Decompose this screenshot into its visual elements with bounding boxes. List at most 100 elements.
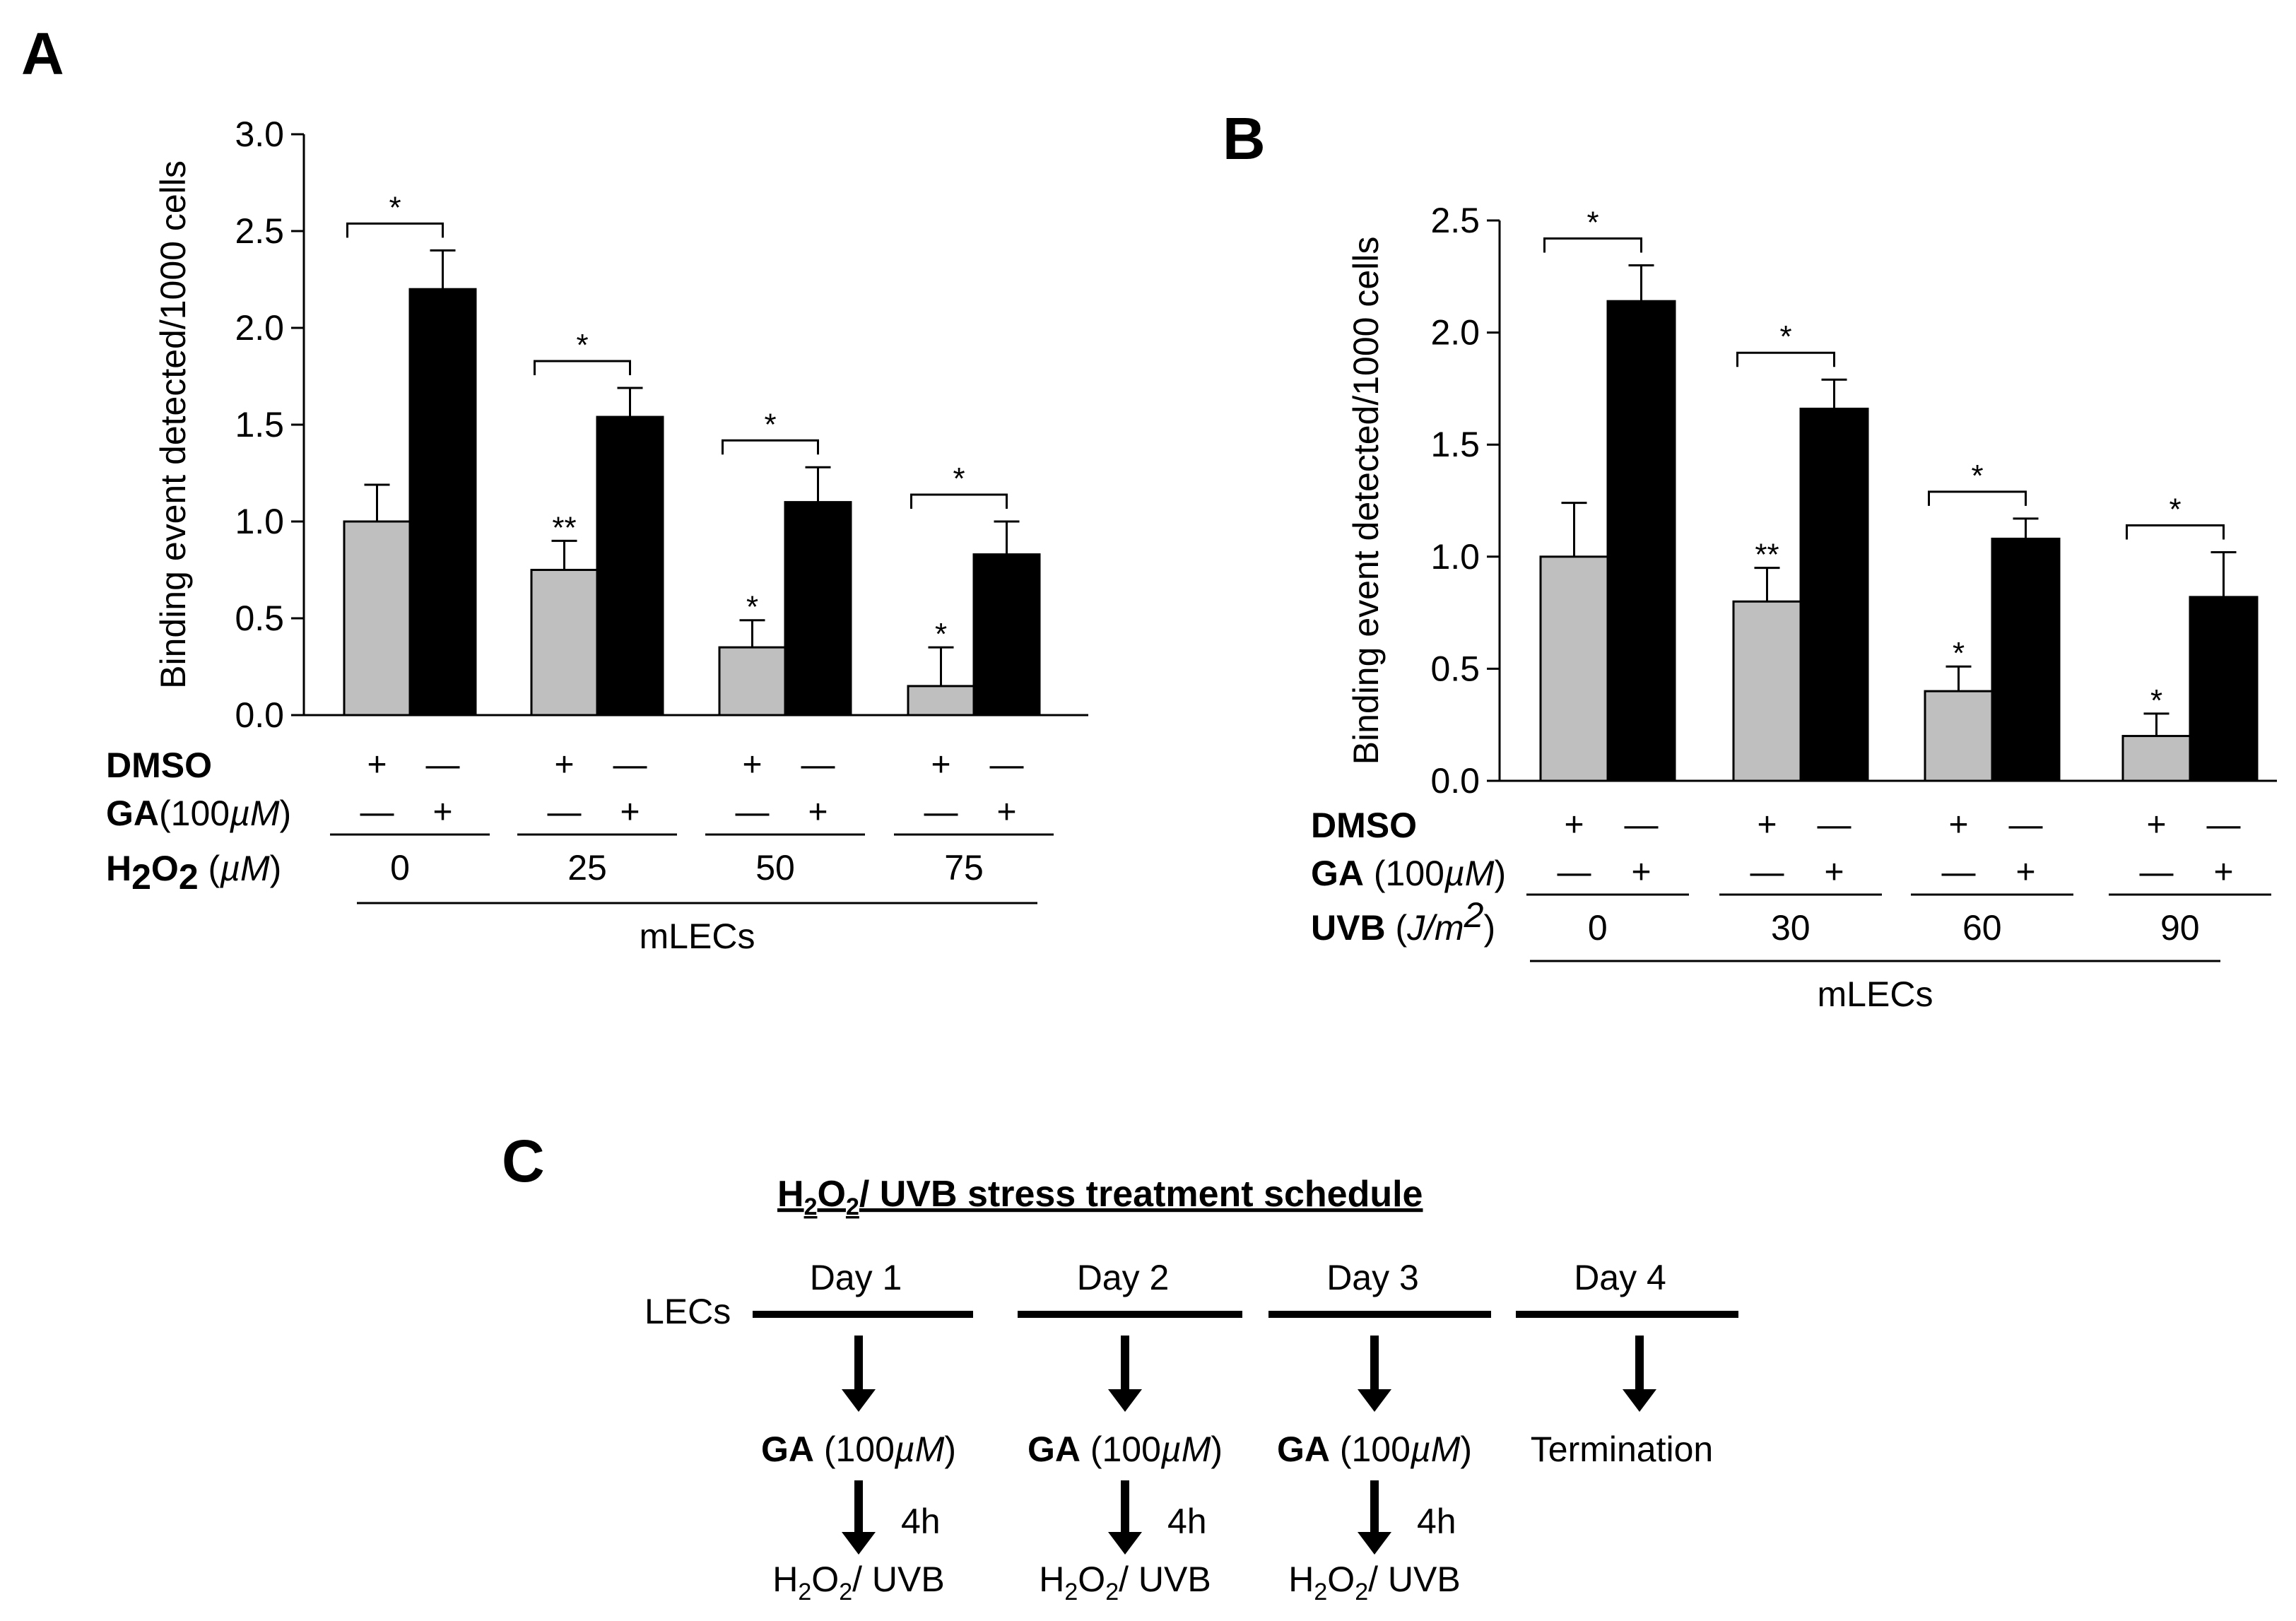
chart-a-sig-pair-2: * (764, 407, 776, 442)
chart-b-dmso-sign-2-0: + (1948, 806, 1968, 844)
chart-a-sig-pair-3: * (953, 461, 965, 496)
chart-a-bar-ga-0 (408, 288, 477, 717)
chart-b-y-axis-label: Binding event detected/1000 cells (1346, 237, 1386, 765)
chart-b-y-tick-label-2: 1.0 (1430, 537, 1480, 577)
chart-b-bar-dmso-2 (1924, 690, 1994, 782)
chart-a-dose-2: 50 (755, 848, 795, 888)
chart-b-y-tick-label-5: 2.5 (1430, 201, 1480, 240)
chart-a-y-axis-label: Binding event detected/1000 cells (153, 160, 193, 689)
chart-a-dmso-sign-2-0: + (742, 746, 762, 784)
chart-b-ga-unit: µM (1444, 854, 1495, 893)
chart-b-bar-dmso-0 (1539, 555, 1609, 782)
chart-b-ga-sign-1-0: — (1750, 854, 1784, 891)
chart-a-sig-gray-1: ** (552, 510, 576, 545)
schedule-ga-unit-2: µM (1410, 1430, 1461, 1469)
chart-a-ga-unit: µM (229, 794, 280, 833)
chart-b-ga-sign-0-1: + (1631, 854, 1651, 891)
chart-a-bar-ga-3 (972, 553, 1041, 717)
chart-b-ga-sign-1-1: + (1824, 854, 1844, 891)
schedule-arrow-3-head (1623, 1389, 1656, 1412)
chart-b-dose-sup: 2 (1464, 895, 1484, 935)
schedule-stress-part-2-3: 2 (1355, 1579, 1368, 1605)
chart-a-bar-dmso-1 (530, 569, 599, 717)
chart-a-dose-open: ( (199, 849, 220, 888)
chart-b-sig-pair-2: * (1971, 459, 1983, 493)
chart-b-dose-open: ( (1386, 908, 1408, 948)
schedule-stress-part-0-3: 2 (839, 1579, 852, 1605)
schedule-stress-part-0-1: 2 (798, 1579, 811, 1605)
chart-b-dose-label: UVB (1311, 908, 1386, 948)
chart-b-sig-bracket-3 (2126, 524, 2225, 540)
schedule-day-label-1: Day 2 (1077, 1258, 1170, 1297)
schedule-title-sub2: 2 (846, 1193, 859, 1220)
chart-a-sig-gray-2: * (746, 590, 758, 625)
chart-a-ga-sign-2-0: — (736, 794, 770, 831)
schedule-ga-close-2: ) (1460, 1430, 1472, 1469)
chart-a-ga-sign-2-1: + (808, 794, 828, 831)
chart-a-bar-dmso-2 (718, 646, 787, 717)
chart-b-dose-close: ) (1483, 908, 1495, 948)
schedule-termination: Termination (1531, 1430, 1713, 1469)
chart-a-ga-sign-1-1: + (620, 794, 640, 831)
chart-b-dmso-sign-2-1: — (2009, 806, 2043, 844)
schedule-arrow-stress-0-head (842, 1532, 876, 1555)
schedule-stress-part-1-4: / UVB (1119, 1560, 1211, 1599)
chart-b-dose-0: 0 (1588, 908, 1608, 948)
schedule-stress-part-2-0: H (1288, 1560, 1314, 1599)
panel-c-letter: C (502, 1128, 545, 1194)
schedule-stress-2: H2O2/ UVB (1288, 1560, 1460, 1605)
chart-b-ga-sign-3-1: + (2213, 854, 2233, 891)
chart-b: 0.0 0.5 1.0 1.5 2.0 2.5 Binding event detected… (1346, 201, 2277, 1014)
chart-b-ga-paren: (100 (1364, 854, 1444, 893)
chart-a-ga-paren: (100 (159, 794, 230, 833)
schedule-ga-rest-0: (100 (814, 1430, 895, 1469)
chart-a-dmso-sign-3-0: + (931, 746, 950, 784)
chart-b-dose-3: 90 (2160, 908, 2200, 948)
chart-b-ga-label: GA (1311, 854, 1364, 893)
chart-a-ga-sign-0-1: + (432, 794, 452, 831)
chart-a-dose-unit: µM (219, 849, 270, 888)
schedule-ga-1: GA (100µM) (1028, 1430, 1223, 1469)
chart-a-dose-1: 25 (567, 848, 607, 888)
chart-b-dmso-sign-3-0: + (2146, 806, 2166, 844)
chart-a-dmso-sign-1-1: — (613, 746, 647, 784)
chart-b-sig-bracket-2 (1928, 490, 2027, 506)
chart-a-ga-sign-0-0: — (360, 794, 394, 831)
chart-a-ga-label-row: GA(100µM) (106, 794, 291, 833)
schedule-ga-close-0: ) (944, 1430, 956, 1469)
chart-b-sig-bracket-1 (1736, 351, 1835, 367)
schedule-arrow-stress-1-head (1108, 1532, 1142, 1555)
chart-a-ga-sign-3-0: — (924, 794, 958, 831)
chart-a: 0.0 0.5 1.0 1.5 2.0 2.5 3.0 Binding event detec… (153, 114, 1088, 956)
schedule-ga-close-1: ) (1211, 1430, 1223, 1469)
chart-a-dose-0: 0 (390, 848, 410, 888)
schedule-stress-part-0-2: O (811, 1560, 839, 1599)
chart-b-dose-unit: J/m (1406, 908, 1464, 948)
schedule-ga-2: GA (100µM) (1277, 1430, 1472, 1469)
chart-a-y-tick-label-6: 3.0 (235, 114, 284, 154)
chart-a-sig-pair-1: * (576, 328, 588, 362)
chart-b-y-tick-label-4: 2.0 (1430, 313, 1480, 353)
chart-a-dose-h: H (106, 849, 131, 888)
schedule-arrow-1-head (1108, 1389, 1142, 1412)
chart-b-ga-label-row: GA (100µM) (1311, 854, 1506, 893)
chart-b-ga-close: ) (1494, 854, 1506, 893)
chart-a-dose-sub: 2 (131, 857, 151, 897)
chart-b-sig-gray-1: ** (1755, 538, 1779, 572)
chart-a-dmso-sign-3-1: — (990, 746, 1024, 784)
schedule-stress-part-2-4: / UVB (1368, 1560, 1461, 1599)
chart-a-bar-dmso-3 (907, 685, 975, 717)
schedule-title-h: H (777, 1174, 804, 1215)
chart-b-dose-1: 30 (1771, 908, 1811, 948)
chart-b-dmso-label: DMSO (1311, 806, 1417, 845)
schedule-interval-0: 4h (901, 1502, 941, 1541)
panel-a-letter: A (21, 20, 64, 87)
chart-a-sig-pair-0: * (389, 190, 401, 225)
chart-b-ga-sign-2-0: — (1942, 854, 1976, 891)
chart-b-bar-ga-3 (2189, 596, 2259, 782)
schedule-interval-2: 4h (1417, 1502, 1456, 1541)
schedule-arrow-2-head (1358, 1389, 1391, 1412)
schedule-ga-bold-0: GA (761, 1430, 814, 1469)
chart-a-sig-gray-3: * (935, 617, 947, 652)
